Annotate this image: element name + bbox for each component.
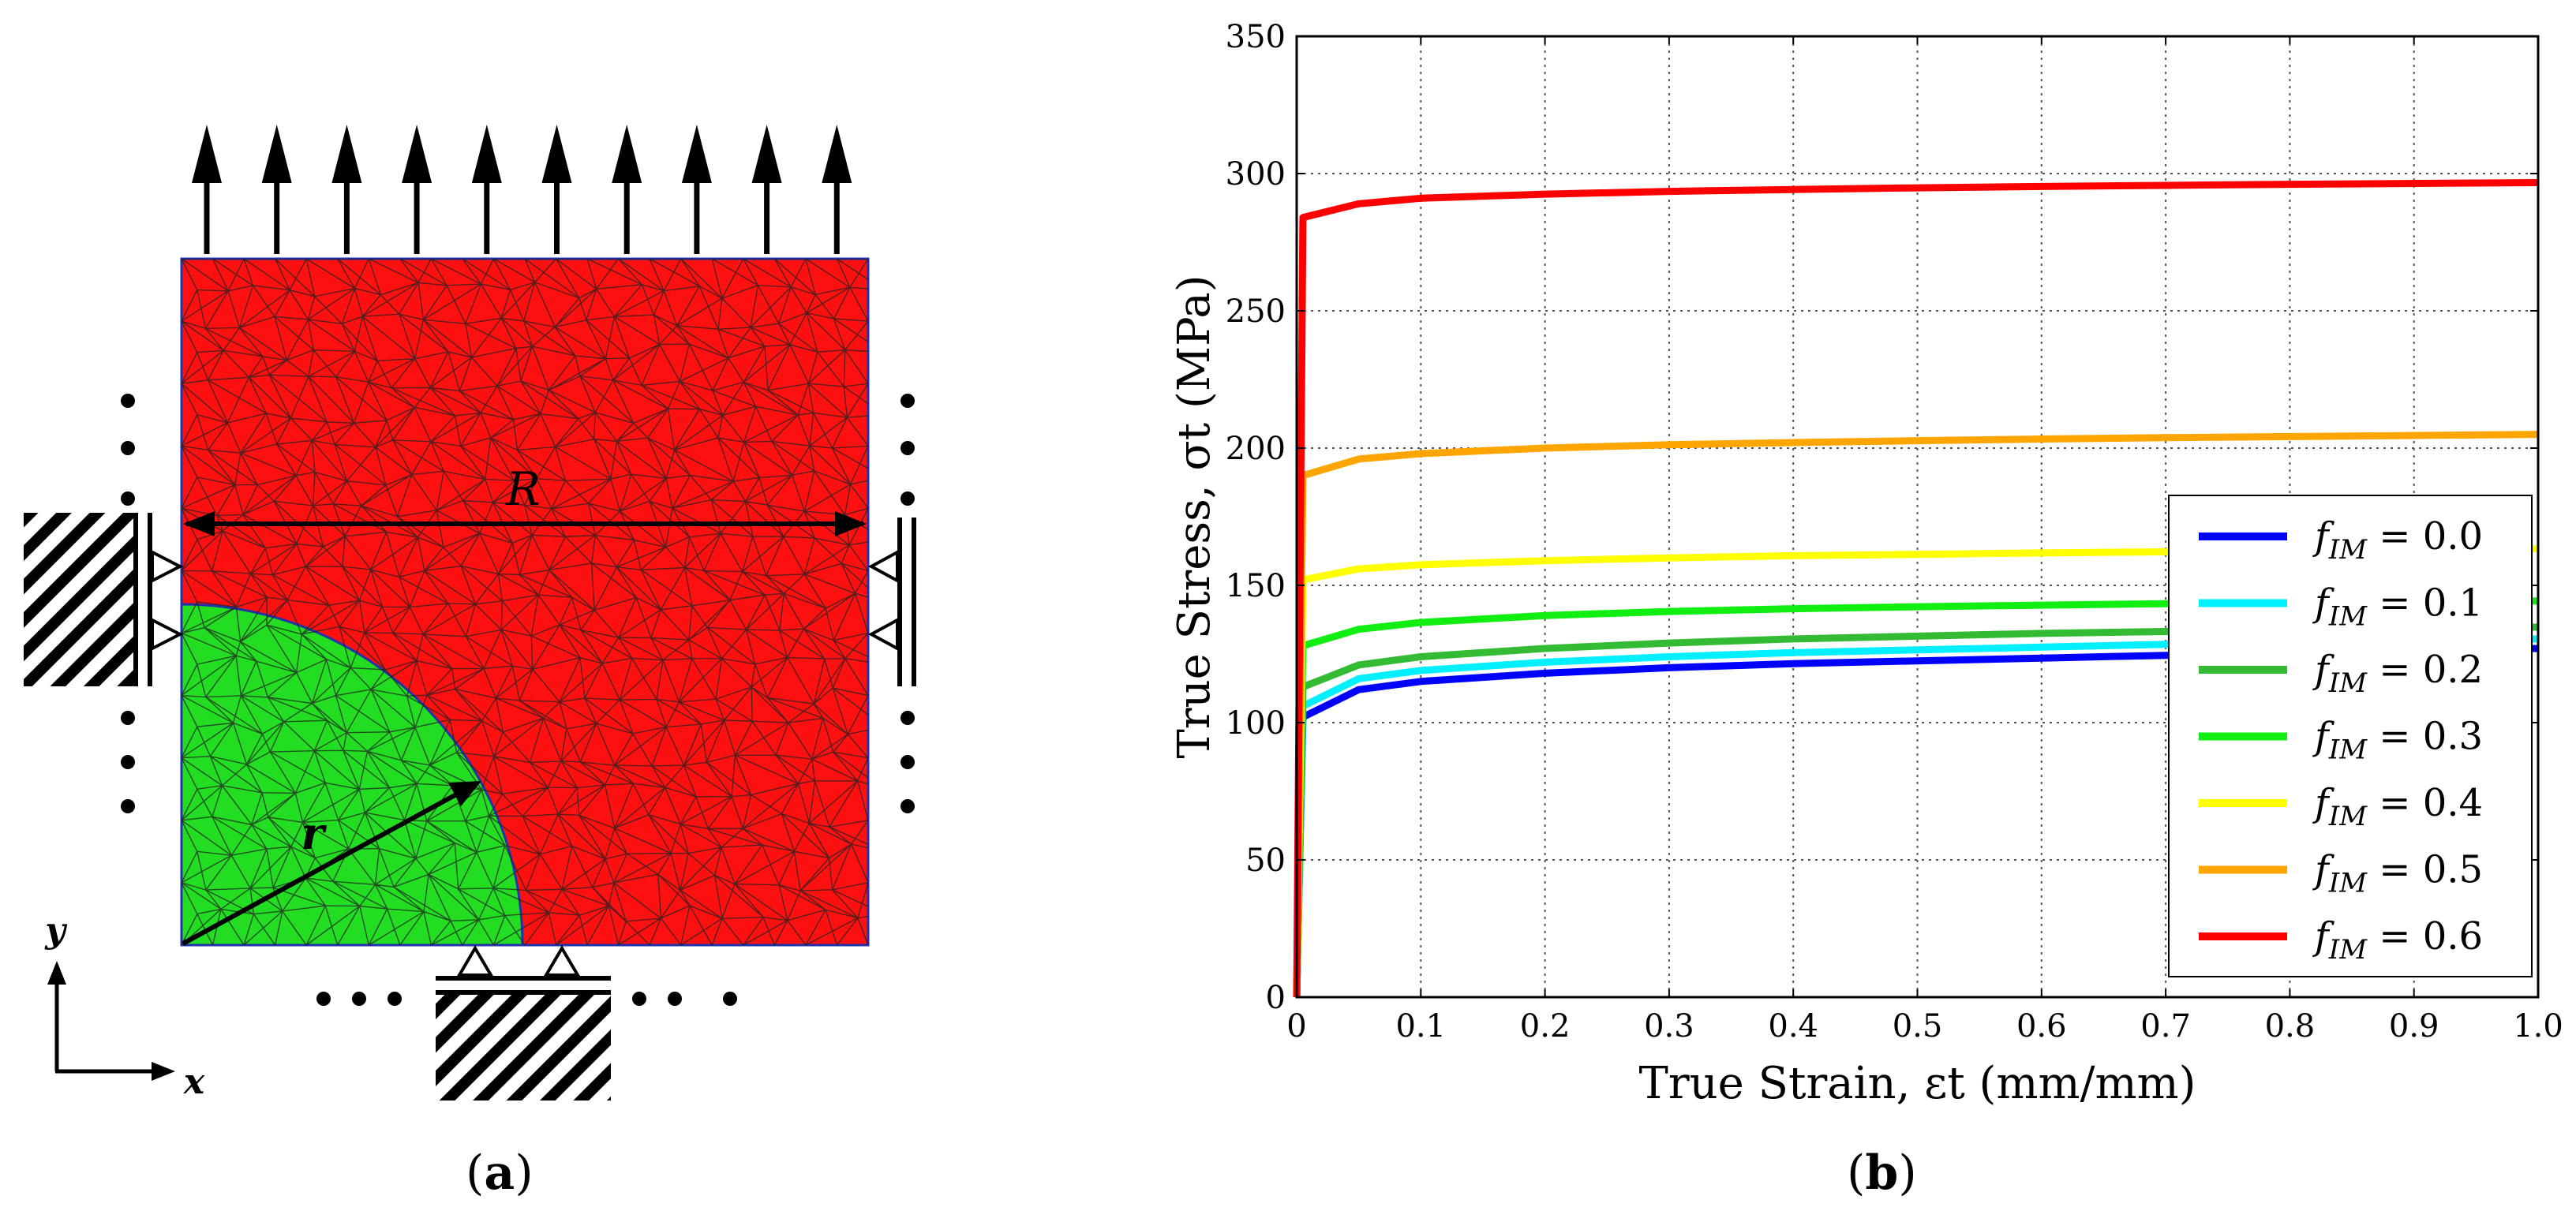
particle-quarter-circle bbox=[180, 603, 524, 947]
panel-a: R r bbox=[0, 0, 1136, 1219]
x-tick-label: 0 bbox=[1286, 1008, 1306, 1044]
load-arrow bbox=[261, 125, 292, 254]
rve-schematic: R r bbox=[24, 125, 916, 1102]
coordinate-axes: y x bbox=[44, 910, 205, 1102]
y-axis-label: True Stress, σt (MPa) bbox=[1169, 275, 1220, 758]
continuation-dots bbox=[121, 394, 915, 1006]
x-tick-label: 0.1 bbox=[1395, 1008, 1446, 1044]
y-tick-label: 150 bbox=[1226, 568, 1286, 604]
continuation-dot bbox=[900, 441, 915, 455]
x-tick-label: 0.2 bbox=[1520, 1008, 1571, 1044]
caption-b: (b) bbox=[1847, 1145, 1917, 1201]
legend-label: fIM = 0.0 bbox=[2312, 514, 2483, 566]
series-line bbox=[1293, 431, 2539, 998]
x-tick-label: 0.5 bbox=[1893, 1008, 1943, 1044]
continuation-dot bbox=[316, 992, 331, 1006]
x-tick-label: 0.4 bbox=[1768, 1008, 1818, 1044]
legend-label: fIM = 0.1 bbox=[2312, 581, 2483, 633]
continuation-dot bbox=[900, 711, 915, 725]
legend-label: fIM = 0.6 bbox=[2312, 914, 2483, 966]
caption-a: (a) bbox=[466, 1145, 534, 1201]
load-arrow bbox=[541, 125, 572, 254]
y-tick-label: 250 bbox=[1226, 293, 1286, 330]
x-tick-label: 0.9 bbox=[2389, 1008, 2439, 1044]
finite-element-mesh bbox=[182, 259, 868, 945]
y-tick-label: 200 bbox=[1226, 431, 1286, 467]
continuation-dot bbox=[900, 799, 915, 813]
mesh-lines bbox=[182, 259, 868, 945]
load-arrow bbox=[331, 125, 362, 254]
continuation-dot bbox=[900, 755, 915, 769]
y-tick-label: 0 bbox=[1266, 980, 1286, 1016]
axis-label-x: x bbox=[183, 1062, 205, 1102]
continuation-dot bbox=[900, 394, 915, 408]
load-arrow bbox=[612, 125, 642, 254]
load-arrow bbox=[192, 125, 222, 254]
legend-label: fIM = 0.5 bbox=[2312, 848, 2483, 899]
load-arrow bbox=[751, 125, 782, 254]
load-arrow bbox=[681, 125, 712, 254]
continuation-dot bbox=[121, 799, 135, 813]
x-tick-label: 1.0 bbox=[2513, 1008, 2563, 1044]
continuation-dot bbox=[388, 992, 402, 1006]
stress-strain-chart: 0 0.1 0.2 0.3 0.4 0.5 0.6 0.7 0.8 0.9 1.0 0 50 100 150… bbox=[1169, 19, 2563, 1109]
panel-b: 0 0.1 0.2 0.3 0.4 0.5 0.6 0.7 0.8 0.9 1.0 0 50 100 150… bbox=[1136, 0, 2576, 1219]
continuation-dot bbox=[632, 992, 646, 1006]
axis-label-y: y bbox=[44, 910, 68, 951]
tension-load-arrows bbox=[192, 125, 852, 254]
continuation-dot bbox=[121, 711, 135, 725]
y-tick-label: 50 bbox=[1245, 843, 1286, 879]
series-line bbox=[1293, 179, 2539, 998]
continuation-dot bbox=[121, 394, 135, 408]
x-tick-label: 0.6 bbox=[2016, 1008, 2067, 1044]
y-tick-label: 300 bbox=[1226, 156, 1286, 192]
continuation-dot bbox=[121, 491, 135, 506]
y-tick-label: 100 bbox=[1226, 705, 1286, 742]
label-outer-radius: R bbox=[505, 462, 541, 516]
inner-radius-dimension: r bbox=[182, 781, 481, 946]
load-arrow bbox=[822, 125, 852, 254]
y-tick-label: 350 bbox=[1226, 19, 1286, 55]
x-tick-label: 0.8 bbox=[2265, 1008, 2316, 1044]
load-arrow bbox=[471, 125, 502, 254]
bottom-roller-support bbox=[436, 945, 611, 1101]
x-axis-label: True Strain, εt (mm/mm) bbox=[1638, 1058, 2196, 1109]
load-arrow bbox=[402, 125, 432, 254]
x-tick-label: 0.3 bbox=[1644, 1008, 1694, 1044]
continuation-dot bbox=[121, 755, 135, 769]
outer-radius-dimension: R bbox=[183, 462, 867, 536]
x-tick-label: 0.7 bbox=[2140, 1008, 2191, 1044]
legend-label: fIM = 0.4 bbox=[2312, 781, 2483, 832]
right-roller-support bbox=[867, 518, 916, 686]
continuation-dot bbox=[900, 491, 915, 506]
continuation-dot bbox=[352, 992, 366, 1006]
label-inner-radius: r bbox=[301, 808, 327, 860]
continuation-dot bbox=[668, 992, 682, 1006]
continuation-dot bbox=[121, 441, 135, 455]
left-roller-support bbox=[24, 513, 184, 686]
continuation-dot bbox=[723, 992, 737, 1006]
